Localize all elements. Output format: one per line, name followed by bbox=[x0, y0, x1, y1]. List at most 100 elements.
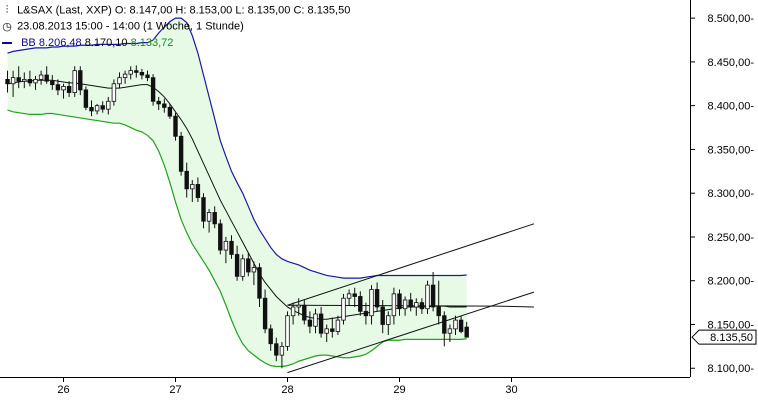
candle-body bbox=[55, 84, 61, 91]
candle-body bbox=[307, 319, 313, 327]
candle bbox=[22, 72, 27, 89]
candle bbox=[330, 317, 335, 338]
candle bbox=[352, 287, 357, 307]
candle-body bbox=[386, 315, 391, 325]
candle-body bbox=[38, 74, 44, 80]
candle bbox=[128, 66, 133, 80]
candle-body bbox=[464, 326, 469, 338]
candle-body bbox=[369, 289, 374, 317]
candle bbox=[386, 311, 391, 335]
candle bbox=[145, 70, 150, 82]
bb-lower-line bbox=[7, 109, 467, 368]
candle-body bbox=[117, 77, 122, 85]
candle-body bbox=[134, 70, 139, 73]
candle bbox=[50, 75, 55, 90]
trendline bbox=[287, 304, 495, 307]
bb-band-fill bbox=[7, 18, 467, 367]
candle-body bbox=[453, 319, 458, 330]
candle bbox=[262, 289, 268, 334]
candle-body bbox=[150, 77, 156, 102]
candle-body bbox=[257, 267, 262, 299]
candle-body bbox=[346, 293, 352, 299]
trendline bbox=[287, 291, 535, 374]
candle-body bbox=[234, 254, 240, 277]
candle bbox=[307, 311, 313, 334]
x-tick-label: 30 bbox=[505, 384, 517, 396]
candle-body bbox=[285, 315, 290, 347]
candle bbox=[212, 206, 217, 229]
candle bbox=[324, 324, 329, 342]
candle bbox=[458, 315, 464, 334]
candle bbox=[44, 66, 49, 84]
bb-upper-value: 8.206,48 bbox=[38, 37, 82, 50]
candle bbox=[139, 68, 145, 80]
candle-body bbox=[436, 306, 441, 317]
candle-body bbox=[313, 313, 318, 327]
candle bbox=[402, 296, 408, 316]
candle bbox=[391, 287, 397, 325]
candle bbox=[206, 208, 212, 233]
candle-body bbox=[414, 302, 419, 308]
candle-body bbox=[363, 310, 369, 317]
candlestick-series bbox=[5, 65, 469, 369]
candle bbox=[436, 280, 441, 325]
candle-body bbox=[27, 79, 33, 84]
candle-body bbox=[94, 105, 100, 112]
bb-color-marker bbox=[2, 42, 12, 45]
y-tick-label: 8.400,00- bbox=[708, 101, 755, 113]
candle bbox=[201, 193, 206, 229]
candle-body bbox=[330, 328, 335, 332]
candle bbox=[447, 324, 453, 342]
candle bbox=[16, 66, 21, 89]
candle bbox=[268, 324, 273, 351]
x-tick-label: 28 bbox=[281, 384, 293, 396]
bb-mid-value: 8.170,10 bbox=[84, 37, 128, 50]
candle-body bbox=[458, 319, 464, 332]
candle-body bbox=[44, 74, 49, 82]
y-tick-label: 8.300,00- bbox=[708, 188, 755, 200]
candle-body bbox=[268, 328, 273, 345]
x-tick-label: 27 bbox=[169, 384, 181, 396]
candle bbox=[374, 282, 380, 312]
last-price-marker bbox=[691, 329, 757, 345]
candle-body bbox=[447, 328, 453, 334]
bb-label: BB bbox=[21, 37, 36, 50]
candle bbox=[380, 299, 385, 334]
candle bbox=[173, 112, 178, 141]
candle-body bbox=[10, 77, 16, 85]
candle-body bbox=[251, 267, 257, 273]
candle-body bbox=[206, 212, 212, 222]
candlestick-icon: ⫶ bbox=[5, 4, 9, 16]
candle-body bbox=[246, 258, 251, 273]
candle-body bbox=[391, 293, 397, 317]
candle-body bbox=[442, 315, 447, 334]
candle-body bbox=[89, 107, 94, 112]
candle-body bbox=[374, 289, 380, 308]
y-tick-label: 8.200,00- bbox=[708, 276, 755, 288]
trendline bbox=[287, 223, 535, 306]
candle-body bbox=[218, 223, 223, 251]
candle bbox=[150, 74, 156, 106]
candle-body bbox=[229, 240, 234, 255]
candle-body bbox=[106, 100, 111, 110]
candle-body bbox=[302, 304, 307, 321]
y-tick-label: 8.100,00- bbox=[708, 363, 755, 375]
candle-body bbox=[262, 297, 268, 330]
candle-body bbox=[402, 299, 408, 310]
candle-body bbox=[397, 293, 402, 310]
candle-body bbox=[380, 306, 385, 325]
candle-body bbox=[145, 74, 150, 79]
candle-body bbox=[279, 345, 285, 356]
candle bbox=[442, 311, 447, 347]
candle bbox=[89, 100, 94, 117]
candle bbox=[223, 236, 229, 264]
candle-body bbox=[122, 73, 128, 79]
last-price-label: 8.135,50 bbox=[710, 332, 753, 344]
legend-row-period: ◷ 23.08.2013 15:00 - 14:00 (1 Woche, 1 S… bbox=[2, 20, 244, 34]
candle bbox=[83, 86, 89, 111]
candle-body bbox=[139, 71, 145, 76]
y-tick-label: 8.450,00- bbox=[708, 57, 755, 69]
instrument-ohlc: L&SAX (Last, XXP) O: 8.147,00 H: 8.153,0… bbox=[17, 4, 351, 17]
candle bbox=[430, 271, 436, 312]
